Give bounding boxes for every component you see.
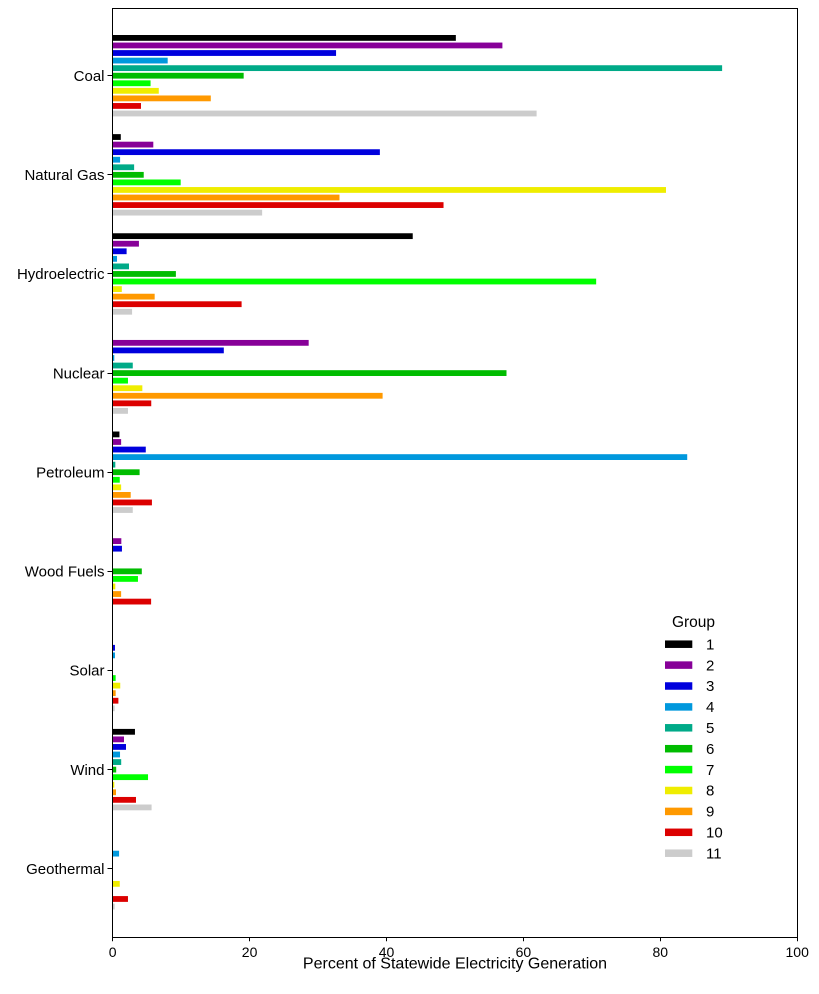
svg-text:Wind: Wind [70, 762, 104, 779]
svg-text:4: 4 [706, 699, 714, 716]
svg-text:5: 5 [706, 720, 714, 737]
svg-text:Wood Fuels: Wood Fuels [25, 564, 105, 581]
svg-text:10: 10 [706, 825, 723, 842]
svg-text:0: 0 [109, 944, 117, 960]
svg-text:Nuclear: Nuclear [53, 365, 105, 382]
svg-text:40: 40 [379, 944, 395, 960]
svg-text:2: 2 [706, 657, 714, 674]
svg-text:Petroleum: Petroleum [36, 464, 104, 481]
svg-text:8: 8 [706, 783, 714, 800]
svg-text:Solar: Solar [69, 663, 104, 680]
svg-text:Group: Group [672, 614, 715, 631]
svg-text:9: 9 [706, 804, 714, 821]
svg-text:20: 20 [242, 944, 258, 960]
svg-text:1: 1 [706, 636, 714, 653]
svg-text:Coal: Coal [74, 68, 105, 85]
svg-text:6: 6 [706, 741, 714, 758]
svg-text:Percent of Statewide Electrici: Percent of Statewide Electricity Generat… [303, 956, 607, 973]
svg-text:80: 80 [653, 944, 669, 960]
svg-text:Natural Gas: Natural Gas [24, 167, 104, 184]
svg-text:Geothermal: Geothermal [26, 861, 104, 878]
svg-text:7: 7 [706, 762, 714, 779]
svg-text:3: 3 [706, 678, 714, 695]
svg-text:11: 11 [706, 845, 722, 862]
svg-text:100: 100 [786, 944, 810, 960]
svg-text:Hydroelectric: Hydroelectric [17, 266, 105, 283]
svg-text:60: 60 [516, 944, 532, 960]
